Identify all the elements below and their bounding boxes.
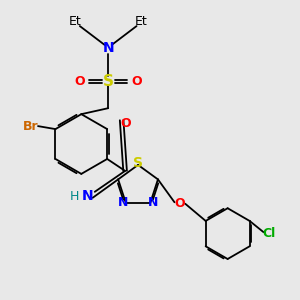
- Text: N: N: [102, 41, 114, 56]
- Text: Cl: Cl: [263, 227, 276, 240]
- Text: O: O: [75, 75, 86, 88]
- Text: Et: Et: [135, 15, 147, 28]
- Text: S: S: [103, 74, 114, 89]
- Text: O: O: [121, 117, 131, 130]
- Text: N: N: [118, 196, 129, 209]
- Text: O: O: [131, 75, 142, 88]
- Text: N: N: [148, 196, 158, 209]
- Text: O: O: [175, 197, 185, 210]
- Text: H: H: [70, 190, 80, 203]
- Text: N: N: [82, 189, 93, 203]
- Text: Br: Br: [23, 120, 38, 133]
- Text: S: S: [133, 155, 143, 170]
- Text: Et: Et: [69, 15, 82, 28]
